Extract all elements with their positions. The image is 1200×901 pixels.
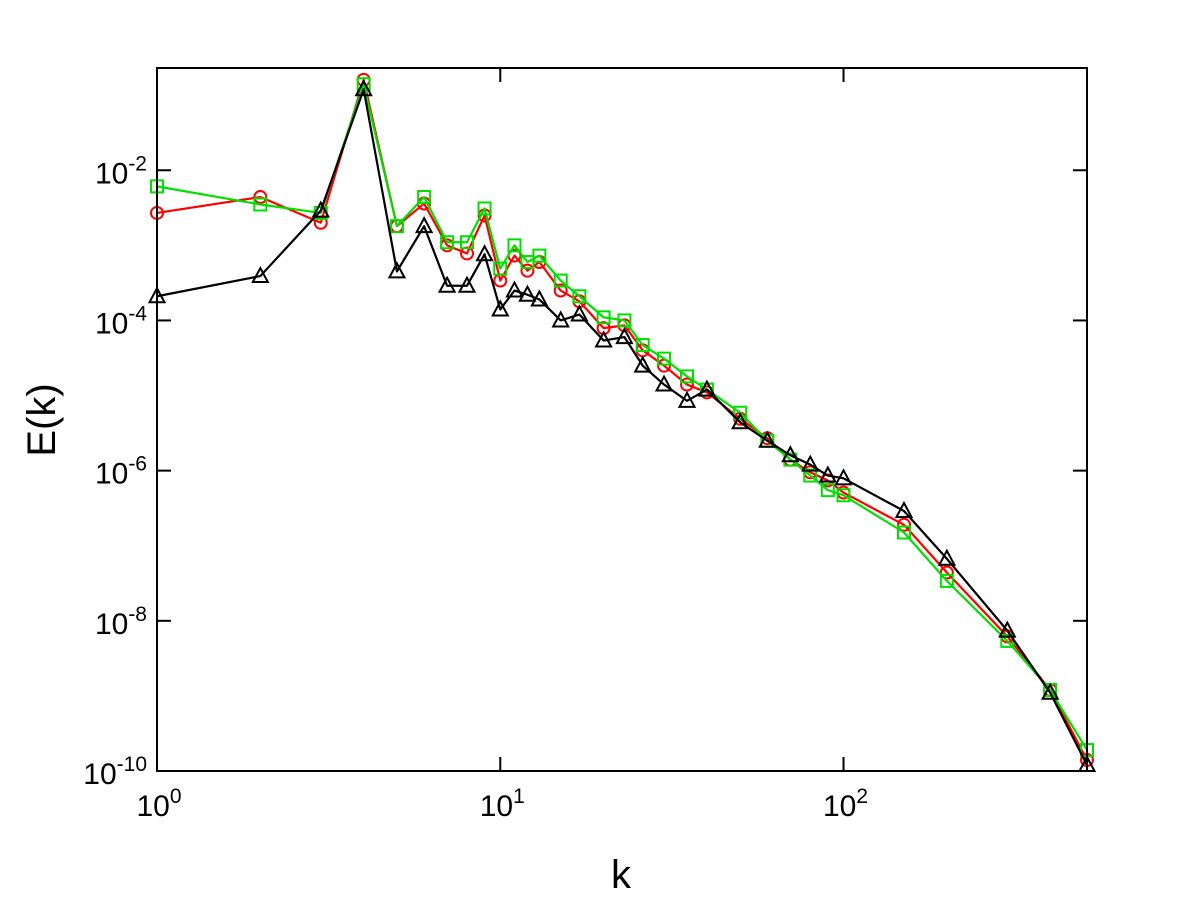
marker bbox=[354, 79, 373, 97]
marker bbox=[553, 283, 568, 298]
marker bbox=[677, 390, 697, 408]
y-tick-label: 10-4 bbox=[95, 302, 147, 340]
marker bbox=[520, 263, 535, 278]
marker bbox=[387, 261, 407, 279]
marker bbox=[251, 265, 270, 284]
marker bbox=[896, 517, 911, 532]
series-line bbox=[156, 83, 1088, 751]
marker bbox=[731, 412, 750, 430]
marker bbox=[680, 369, 695, 384]
marker bbox=[491, 299, 510, 317]
marker bbox=[657, 351, 672, 366]
marker bbox=[998, 620, 1017, 638]
marker bbox=[635, 338, 650, 353]
marker bbox=[733, 405, 748, 420]
marker bbox=[820, 483, 835, 498]
marker bbox=[617, 313, 632, 328]
marker bbox=[570, 304, 589, 322]
marker bbox=[939, 573, 954, 588]
marker bbox=[781, 445, 800, 463]
marker bbox=[553, 273, 568, 288]
marker bbox=[518, 284, 537, 302]
x-axis-label: k bbox=[611, 853, 632, 897]
plot-frame bbox=[156, 67, 1088, 772]
y-tick-label: 10-8 bbox=[95, 603, 147, 641]
marker bbox=[477, 201, 492, 216]
marker bbox=[801, 454, 820, 472]
marker bbox=[532, 248, 547, 263]
marker bbox=[594, 330, 613, 348]
y-axis-label: E(k) bbox=[20, 383, 64, 456]
x-tick-label: 100 bbox=[136, 785, 181, 823]
y-tick-label: 10-2 bbox=[95, 152, 147, 190]
marker bbox=[697, 379, 717, 397]
marker bbox=[818, 465, 837, 483]
marker bbox=[803, 468, 818, 483]
marker bbox=[1041, 682, 1060, 700]
marker bbox=[253, 197, 268, 212]
marker bbox=[894, 500, 914, 518]
marker bbox=[253, 190, 268, 205]
marker bbox=[530, 289, 549, 307]
marker bbox=[551, 310, 570, 328]
x-tick-label: 102 bbox=[823, 785, 868, 823]
plot-area bbox=[147, 67, 1097, 773]
marker bbox=[460, 235, 474, 250]
series-line bbox=[156, 78, 1088, 761]
y-tick-label: 10-6 bbox=[95, 453, 147, 491]
marker bbox=[507, 238, 522, 253]
marker bbox=[680, 377, 695, 392]
marker bbox=[414, 216, 434, 234]
marker bbox=[389, 219, 404, 234]
marker bbox=[654, 374, 674, 392]
marker bbox=[493, 261, 508, 276]
x-tick-label: 101 bbox=[480, 785, 525, 823]
marker bbox=[475, 244, 494, 262]
marker bbox=[615, 326, 634, 345]
marker bbox=[633, 355, 652, 373]
marker bbox=[758, 430, 777, 448]
marker bbox=[836, 488, 851, 503]
y-tick-label: 10-10 bbox=[83, 753, 147, 791]
marker bbox=[896, 525, 911, 540]
marker bbox=[311, 200, 330, 218]
marker bbox=[937, 548, 957, 566]
marker bbox=[505, 280, 524, 298]
marker bbox=[417, 190, 432, 205]
marker bbox=[437, 275, 457, 293]
marker bbox=[596, 310, 611, 325]
series-line bbox=[156, 88, 1088, 766]
marker bbox=[834, 468, 853, 486]
marker bbox=[440, 235, 455, 250]
marker bbox=[457, 275, 477, 293]
marker bbox=[572, 289, 587, 304]
